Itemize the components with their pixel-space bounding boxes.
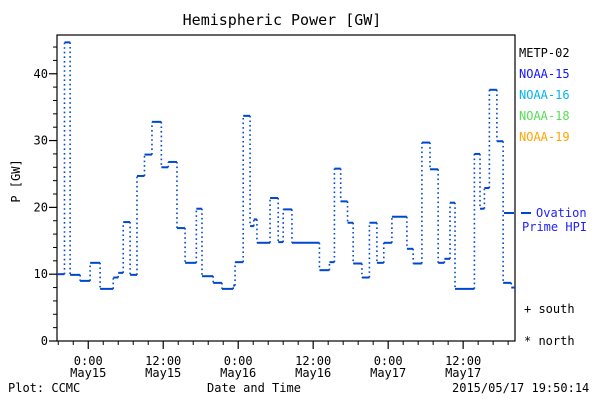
x-tick-time-label: 0:00 <box>74 354 103 368</box>
x-tick-date-label: May15 <box>70 366 106 380</box>
legend-item-metp-02: METP-02 <box>519 46 570 60</box>
legend-item-noaa-18: NOAA-18 <box>519 109 570 123</box>
y-tick-label: 30 <box>34 134 48 148</box>
legend-item-noaa-15: NOAA-15 <box>519 67 570 81</box>
x-tick-date-label: May16 <box>220 366 256 380</box>
x-axis-label: Date and Time <box>207 381 301 395</box>
x-tick-date-label: May16 <box>295 366 331 380</box>
x-tick-time-label: 12:00 <box>295 354 331 368</box>
y-tick-label: 20 <box>34 200 48 214</box>
legend-item-noaa-19: NOAA-19 <box>519 130 570 144</box>
legend-line-label-line1: Ovation <box>536 206 587 220</box>
x-tick-time-label: 0:00 <box>374 354 403 368</box>
legend-item-noaa-16: NOAA-16 <box>519 88 570 102</box>
x-tick-date-label: May15 <box>145 366 181 380</box>
chart-title: Hemispheric Power [GW] <box>182 11 382 29</box>
x-tick-time-label: 0:00 <box>224 354 253 368</box>
y-tick-label: 40 <box>34 67 48 81</box>
x-tick-time-label: 12:00 <box>445 354 481 368</box>
axis-box <box>56 34 516 342</box>
legend-north-marker: * north <box>524 334 575 348</box>
x-tick-time-label: 12:00 <box>145 354 181 368</box>
footer-plot-credit: Plot: CCMC <box>8 381 81 395</box>
footer-timestamp: 2015/05/17 19:50:14 <box>452 381 590 395</box>
y-tick-label: 0 <box>41 334 48 348</box>
y-tick-label: 10 <box>34 267 48 281</box>
legend-south-marker: + south <box>524 302 575 316</box>
x-tick-date-label: May17 <box>370 366 406 380</box>
x-tick-date-label: May17 <box>445 366 481 380</box>
y-axis-label: P [GW] <box>9 159 23 203</box>
legend-line-label-line2: Prime HPI <box>522 220 588 234</box>
